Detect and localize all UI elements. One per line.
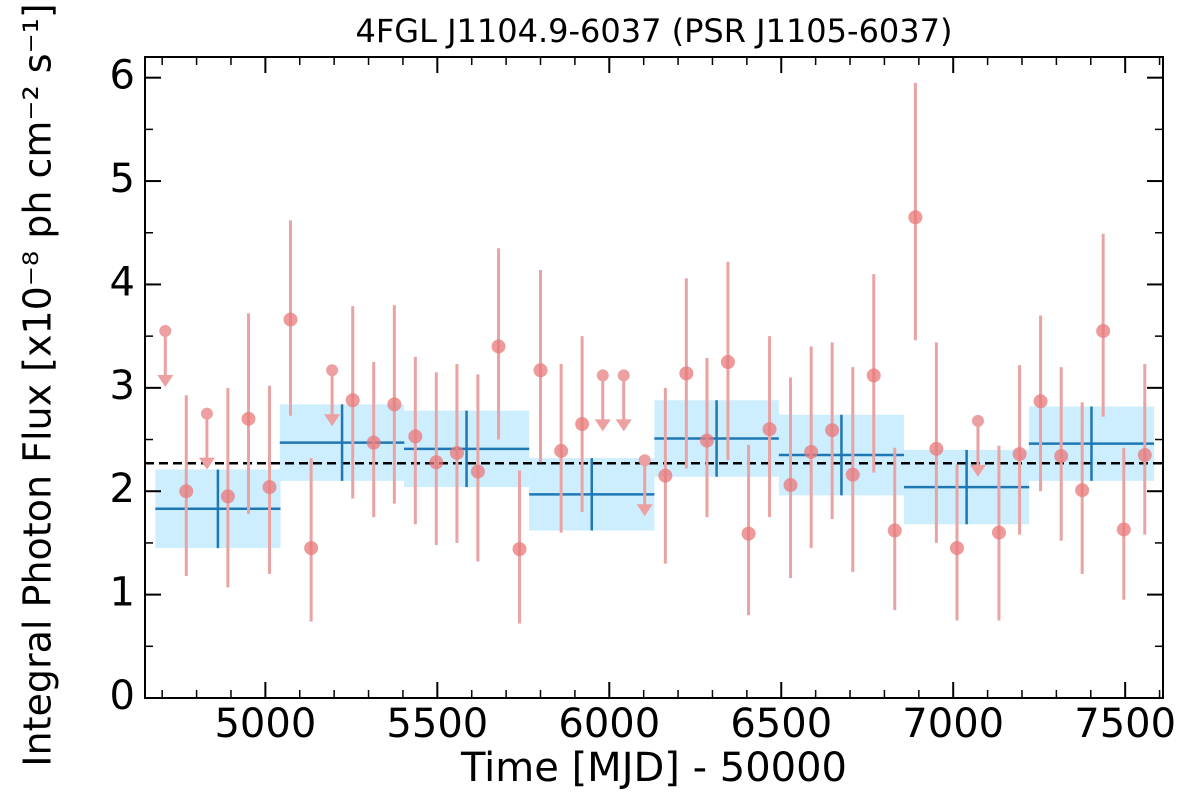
upper-limit-arrow: [594, 419, 611, 432]
data-point: [533, 363, 548, 378]
upper-limit-arrow: [969, 464, 986, 477]
data-point: [220, 489, 235, 504]
data-point: [783, 478, 798, 493]
data-point: [554, 443, 569, 458]
data-point: [1012, 447, 1027, 462]
data-point: [887, 523, 902, 538]
y-tick-label: 6: [110, 53, 135, 99]
data-point: [991, 525, 1006, 540]
x-tick-label: 7500: [1074, 701, 1176, 747]
y-tick-label: 4: [110, 259, 135, 305]
x-axis-label: Time [MJD] - 50000: [460, 745, 847, 791]
upper-limit-arrow: [198, 457, 215, 470]
data-point: [908, 210, 923, 225]
data-point: [866, 368, 881, 383]
chart-title: 4FGL J1104.9-6037 (PSR J1105-6037): [356, 12, 953, 50]
data-point: [1116, 522, 1131, 537]
data-point: [699, 433, 714, 448]
data-point: [429, 455, 444, 470]
x-tick-label: 7000: [902, 701, 1004, 747]
data-point: [741, 526, 756, 541]
upper-limit-point: [638, 454, 651, 467]
x-tick-label: 6500: [730, 701, 832, 747]
y-tick-label: 5: [110, 156, 135, 202]
x-tick-label: 5000: [214, 701, 316, 747]
x-tick-label: 5500: [386, 701, 488, 747]
data-point: [1075, 483, 1090, 498]
data-point: [1096, 323, 1111, 338]
upper-limit-arrow: [157, 374, 174, 387]
data-point: [408, 429, 423, 444]
data-point: [845, 467, 860, 482]
data-point: [1137, 448, 1152, 463]
data-point: [179, 484, 194, 499]
data-point: [1054, 449, 1069, 464]
y-axis-label: Integral Photon Flux [x10⁻⁸ ph cm⁻² s⁻¹]: [16, 3, 60, 766]
x-tick-label: 6000: [558, 701, 660, 747]
data-point: [345, 393, 360, 408]
y-tick-label: 1: [110, 570, 135, 616]
upper-limit-arrow: [324, 414, 341, 427]
data-point: [720, 354, 735, 369]
upper-limit-point: [159, 324, 172, 337]
data-point: [491, 339, 506, 354]
upper-limit-arrow: [636, 504, 653, 517]
data-point: [449, 445, 464, 460]
upper-limit-point: [617, 369, 630, 382]
data-point: [470, 464, 485, 479]
y-tick-label: 2: [110, 466, 135, 512]
data-point: [304, 541, 319, 556]
data-point: [1033, 394, 1048, 409]
data-point: [762, 422, 777, 437]
data-point: [262, 480, 277, 495]
data-point: [804, 444, 819, 459]
data-point: [366, 435, 381, 450]
upper-limit-point: [971, 414, 984, 427]
data-point: [825, 423, 840, 438]
plot-frame: [144, 56, 1164, 699]
data-point: [679, 366, 694, 381]
upper-limit-point: [326, 364, 339, 377]
y-tick-label: 3: [110, 363, 135, 409]
data-point: [658, 468, 673, 483]
data-point: [241, 411, 256, 426]
data-point: [929, 441, 944, 456]
data-point: [283, 312, 298, 327]
y-tick-label: 0: [110, 673, 135, 719]
data-point: [387, 397, 402, 412]
upper-limit-point: [596, 369, 609, 382]
upper-limit-arrow: [615, 419, 632, 432]
data-point: [575, 417, 590, 432]
data-point: [512, 542, 527, 557]
upper-limit-point: [200, 407, 213, 420]
data-point: [949, 541, 964, 556]
